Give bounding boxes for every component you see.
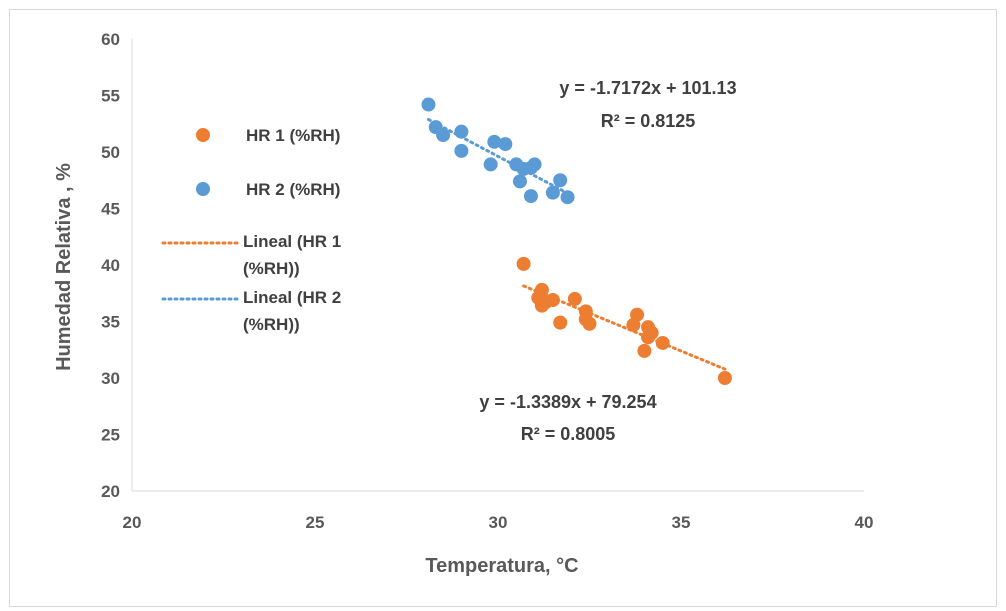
trendline-equation: y = -1.7172x + 101.13 bbox=[559, 78, 736, 98]
data-point bbox=[512, 174, 527, 189]
y-tick-label: 35 bbox=[101, 313, 120, 332]
data-point bbox=[487, 134, 502, 149]
legend-marker bbox=[196, 128, 210, 142]
legend-label: (%RH)) bbox=[243, 315, 300, 334]
y-tick-label: 50 bbox=[101, 143, 120, 162]
y-tick-label: 25 bbox=[101, 426, 120, 445]
data-points bbox=[421, 97, 732, 385]
y-tick-label: 30 bbox=[101, 369, 120, 388]
trendline-r2: R² = 0.8005 bbox=[521, 424, 616, 444]
data-point bbox=[644, 325, 659, 340]
x-tick-label: 30 bbox=[489, 513, 508, 532]
trendline-r2: R² = 0.8125 bbox=[601, 111, 696, 131]
data-point bbox=[527, 157, 542, 172]
data-point bbox=[483, 157, 498, 172]
trendlines bbox=[426, 117, 727, 371]
y-tick-label: 55 bbox=[101, 87, 120, 106]
data-point bbox=[436, 128, 451, 143]
data-point bbox=[454, 124, 469, 139]
legend-label: (%RH)) bbox=[243, 259, 300, 278]
data-point bbox=[637, 343, 652, 358]
x-tick-label: 40 bbox=[855, 513, 874, 532]
legend-label: HR 2 (%RH) bbox=[246, 180, 340, 199]
trendline-equations: y = -1.7172x + 101.13 R² = 0.8125 y = -1.3… bbox=[479, 78, 736, 444]
data-point bbox=[578, 312, 593, 327]
data-point bbox=[655, 335, 670, 350]
x-tick-label: 20 bbox=[123, 513, 142, 532]
data-point bbox=[523, 189, 538, 204]
axes: 20 25 30 35 40 45 50 55 60 20 25 30 35 40 Temperatura,… bbox=[53, 30, 873, 577]
data-point bbox=[567, 291, 582, 306]
x-axis-title: Temperatura, °C bbox=[425, 555, 578, 577]
x-tick-label: 35 bbox=[672, 513, 691, 532]
data-point bbox=[421, 97, 436, 112]
y-tick-label: 45 bbox=[101, 200, 120, 219]
y-tick-label: 40 bbox=[101, 256, 120, 275]
x-tick-label: 25 bbox=[306, 513, 325, 532]
trendline bbox=[426, 117, 570, 195]
legend-label: HR 1 (%RH) bbox=[246, 126, 340, 145]
data-point bbox=[545, 293, 560, 308]
trendline-equation: y = -1.3389x + 79.254 bbox=[479, 392, 656, 412]
data-point bbox=[498, 137, 513, 152]
data-point bbox=[717, 371, 732, 385]
y-tick-label: 20 bbox=[101, 482, 120, 501]
data-point bbox=[560, 190, 575, 205]
legend-label: Lineal (HR 2 bbox=[243, 288, 341, 307]
legend-label: Lineal (HR 1 bbox=[243, 232, 341, 251]
data-point bbox=[630, 307, 645, 322]
y-tick-label: 60 bbox=[101, 30, 120, 49]
y-axis-title: Humedad Relativa , % bbox=[53, 163, 75, 371]
data-point bbox=[454, 143, 469, 158]
legend-marker bbox=[196, 182, 210, 196]
legend: HR 1 (%RH) HR 2 (%RH) Lineal (HR 1 (%RH)) Li… bbox=[161, 126, 341, 334]
data-point bbox=[516, 256, 531, 271]
data-point bbox=[553, 315, 568, 330]
chart-frame bbox=[9, 9, 997, 607]
data-point bbox=[545, 185, 560, 200]
data-point bbox=[553, 173, 568, 188]
data-point bbox=[534, 298, 549, 313]
